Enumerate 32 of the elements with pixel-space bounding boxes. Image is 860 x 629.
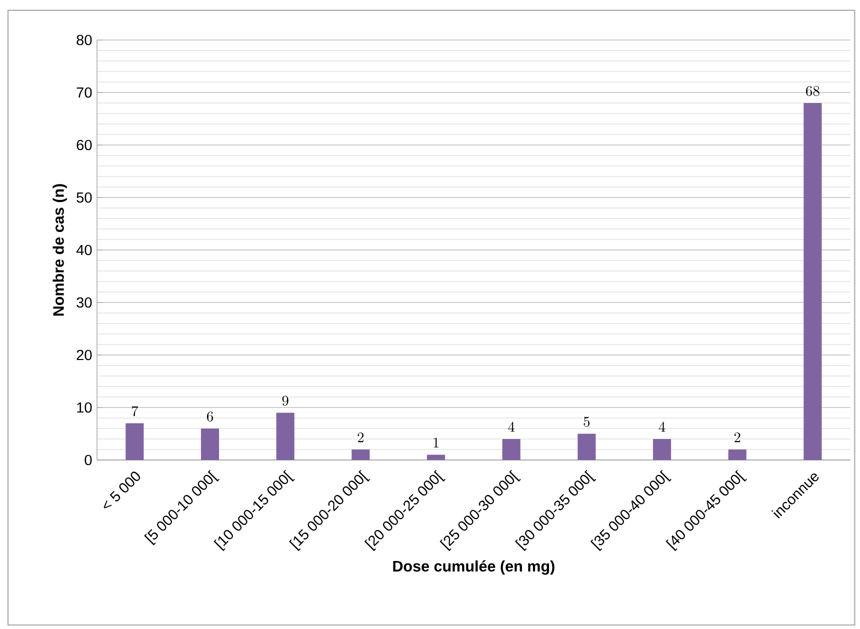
data-label: 68 [806, 86, 820, 96]
data-label: 7 [132, 406, 138, 416]
y-tick-label: 70 [76, 87, 92, 98]
x-tick-label: < 5 000 [104, 472, 140, 508]
bar [426, 454, 446, 460]
bar [804, 103, 822, 460]
y-tick-label: 20 [76, 350, 92, 360]
y-tick-label: 30 [76, 297, 92, 308]
data-label: 4 [658, 422, 666, 432]
y-tick-label: 50 [76, 192, 92, 203]
bar [652, 439, 672, 460]
y-tick-label: 60 [76, 140, 92, 150]
y-tick-label: 40 [76, 244, 92, 256]
data-label: 5 [584, 416, 590, 427]
bar [502, 439, 520, 460]
data-label: 1 [434, 438, 438, 448]
bar [126, 423, 144, 460]
data-label: 6 [206, 411, 214, 422]
bar [728, 450, 746, 460]
x-axis-title: Dose cumulée (en mg) [393, 560, 554, 575]
y-axis-title: Nombre de cas (n) [52, 184, 67, 316]
data-label: 2 [358, 432, 364, 442]
y-tick-label: 10 [77, 402, 92, 413]
data-label: 2 [734, 432, 740, 442]
bar [276, 412, 294, 460]
bar [352, 450, 370, 460]
y-tick-label: 0 [84, 454, 92, 466]
bar [578, 434, 596, 460]
data-label: 4 [508, 422, 515, 432]
y-tick-label: 80 [76, 34, 92, 46]
data-label: 9 [282, 396, 288, 406]
bar [200, 428, 220, 460]
